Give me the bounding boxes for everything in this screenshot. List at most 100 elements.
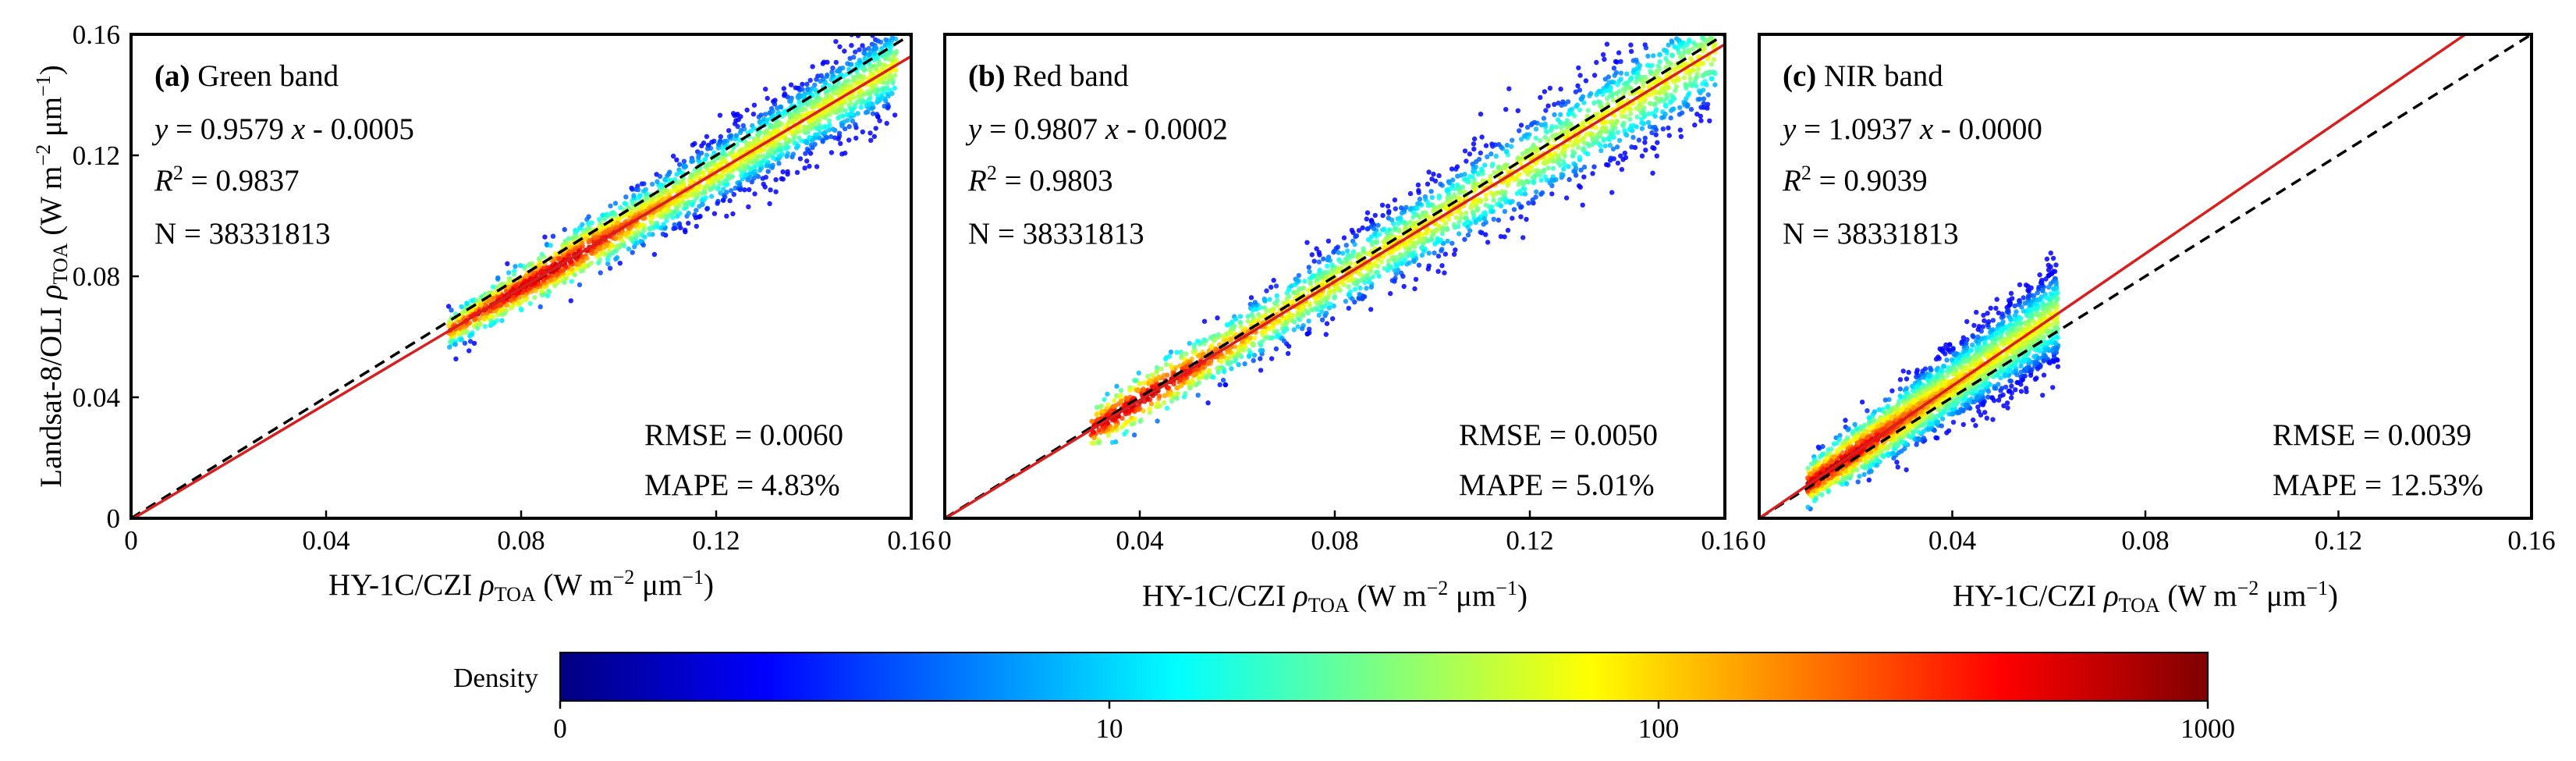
density-point	[788, 82, 794, 87]
density-point	[665, 172, 672, 177]
density-point	[822, 115, 828, 120]
density-point	[1228, 360, 1234, 365]
density-point	[1291, 327, 1297, 332]
density-point	[1098, 403, 1105, 409]
density-point	[704, 146, 711, 151]
density-point	[1602, 143, 1608, 149]
density-point	[853, 81, 860, 87]
density-point	[586, 226, 591, 232]
density-point	[1639, 116, 1645, 122]
density-point	[456, 318, 462, 324]
density-point	[1148, 378, 1154, 383]
density-point	[1538, 177, 1544, 183]
density-point	[1577, 184, 1584, 190]
density-point	[1117, 394, 1123, 400]
density-point	[873, 126, 878, 131]
density-point	[1132, 416, 1137, 422]
density-point	[1435, 268, 1441, 274]
density-point	[1660, 126, 1666, 132]
density-point	[850, 118, 856, 124]
density-point	[863, 110, 869, 116]
density-point	[1300, 311, 1306, 317]
density-point	[1648, 69, 1653, 74]
density-point	[1356, 295, 1361, 301]
density-point	[1483, 143, 1489, 148]
density-point	[1520, 235, 1526, 240]
density-point	[1381, 254, 1386, 260]
density-point	[627, 215, 633, 220]
panel-a-x-axis-label: HY-1C/CZI ρTOA (W m−2 μm−1)	[328, 566, 714, 606]
density-point	[893, 16, 898, 21]
density-point	[1309, 252, 1315, 258]
density-point	[589, 220, 594, 226]
density-point	[1630, 134, 1636, 140]
panel-b: 0 0.04 0.08 0.12 0.16 (b) Red band y = 0.980…	[938, 25, 1749, 617]
density-point	[1311, 258, 1317, 264]
density-point	[812, 141, 818, 148]
density-point	[759, 160, 765, 165]
density-point	[1295, 324, 1300, 329]
density-point	[1653, 132, 1659, 137]
density-point	[1657, 52, 1662, 58]
density-point	[1411, 250, 1417, 255]
density-point	[573, 266, 579, 272]
density-point	[758, 112, 764, 118]
density-point	[771, 155, 776, 161]
density-point	[1361, 246, 1366, 251]
density-point	[1258, 304, 1263, 311]
density-point	[1179, 353, 1185, 358]
density-point	[881, 80, 886, 85]
density-point	[1425, 181, 1431, 187]
density-point	[1503, 107, 1509, 112]
density-point	[796, 95, 801, 101]
density-point	[1206, 360, 1212, 366]
density-point	[1237, 320, 1244, 325]
density-point	[1442, 251, 1449, 257]
density-point	[1697, 96, 1703, 102]
density-point	[723, 182, 729, 188]
density-point	[1274, 293, 1280, 299]
density-point	[1209, 343, 1215, 349]
density-point	[554, 272, 559, 277]
density-point	[832, 135, 838, 140]
density-point	[1343, 298, 1349, 304]
density-point	[665, 214, 671, 219]
density-point	[609, 242, 615, 247]
density-point	[1417, 201, 1423, 207]
density-point	[1389, 278, 1395, 283]
density-point	[527, 300, 533, 307]
density-point	[1534, 189, 1539, 194]
density-point	[1446, 216, 1452, 222]
density-point	[491, 321, 496, 326]
density-point	[701, 140, 707, 146]
density-point	[1618, 59, 1623, 65]
density-point	[877, 61, 883, 66]
density-point	[572, 272, 578, 278]
density-point	[449, 308, 454, 313]
density-point	[1561, 121, 1567, 126]
density-point	[830, 108, 836, 113]
density-point	[853, 135, 859, 141]
density-point	[871, 133, 878, 140]
density-point	[860, 43, 865, 48]
density-point	[855, 111, 860, 116]
density-point	[605, 257, 611, 262]
density-point	[1371, 262, 1378, 268]
density-point	[1599, 126, 1606, 131]
density-point	[502, 311, 507, 316]
density-point	[1162, 400, 1167, 405]
density-point	[1648, 101, 1653, 106]
density-point	[1123, 411, 1128, 417]
density-point	[1642, 140, 1648, 145]
density-point	[598, 270, 603, 276]
density-point	[775, 109, 781, 116]
density-point	[1563, 195, 1570, 201]
density-point	[686, 220, 691, 226]
density-point	[1677, 127, 1684, 133]
density-point	[1502, 234, 1507, 240]
density-point	[871, 71, 876, 76]
density-point	[874, 55, 880, 61]
density-point	[864, 16, 868, 20]
density-point	[1523, 133, 1528, 139]
density-point	[1677, 25, 1682, 30]
